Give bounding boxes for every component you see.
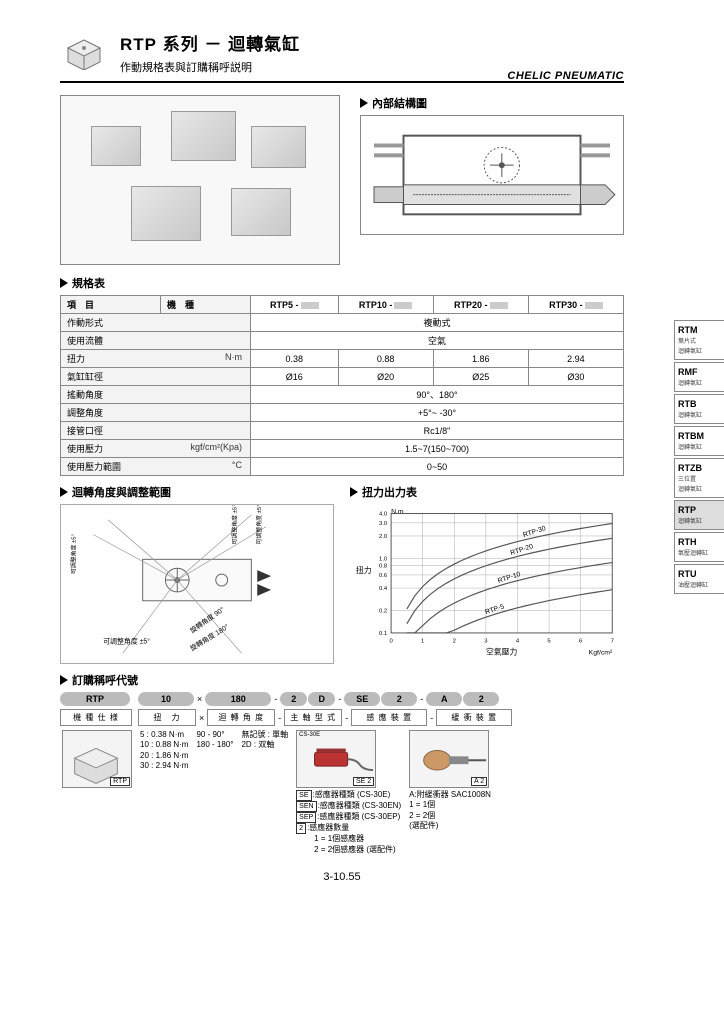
svg-text:1: 1 <box>421 639 424 645</box>
model-image: RTP <box>62 730 132 788</box>
order-labels: 機 種 仕 様 扭 力×迴 轉 角 度-主 軸 型 式-感 應 裝 置-緩 衝 … <box>60 709 624 726</box>
svg-text:6: 6 <box>579 639 582 645</box>
buffer-image: A 2 <box>409 730 489 788</box>
tab-rmf[interactable]: RMF迴轉氣缸 <box>674 362 724 392</box>
tab-rtu[interactable]: RTU油壓迴轉缸 <box>674 564 724 594</box>
svg-text:2: 2 <box>453 639 456 645</box>
svg-text:可調整角度 ±5°: 可調整角度 ±5° <box>255 505 263 545</box>
sensor-image: CS-30E SE 2 <box>296 730 376 788</box>
svg-text:4.0: 4.0 <box>379 512 388 518</box>
product-icon <box>60 30 110 70</box>
svg-text:0.6: 0.6 <box>379 573 387 579</box>
svg-text:扭力: 扭力 <box>356 565 372 575</box>
spec-title: 規格表 <box>60 275 624 291</box>
svg-text:0: 0 <box>389 639 393 645</box>
tab-rtzb[interactable]: RTZB三位置迴轉氣缸 <box>674 458 724 498</box>
svg-text:RTP-30: RTP-30 <box>522 525 547 539</box>
svg-text:3.0: 3.0 <box>379 521 388 527</box>
internal-structure-title: 內部結構圖 <box>360 95 624 111</box>
tab-rtbm[interactable]: RTBM迴轉氣缸 <box>674 426 724 456</box>
svg-text:N.m: N.m <box>391 509 404 516</box>
svg-text:可調整角度 ±5°: 可調整角度 ±5° <box>103 636 150 645</box>
angle-diagram: 可調整角度 ±5° 可調整角度 ±5° 可調整角度 ±5° 可調整角度 ±5° … <box>60 504 334 664</box>
svg-text:0.4: 0.4 <box>379 586 388 592</box>
svg-text:3: 3 <box>484 639 487 645</box>
tab-rtm[interactable]: RTM葉片式迴轉氣缸 <box>674 320 724 360</box>
svg-text:7: 7 <box>611 639 614 645</box>
internal-diagram <box>360 115 624 235</box>
order-title: 訂購稱呼代號 <box>60 672 624 688</box>
page-number: 3-10.55 <box>60 871 624 883</box>
svg-text:2.0: 2.0 <box>379 534 388 540</box>
svg-text:0.8: 0.8 <box>379 564 387 570</box>
side-tabs: RTM葉片式迴轉氣缸RMF迴轉氣缸RTB迴轉氣缸RTBM迴轉氣缸RTZB三位置迴… <box>674 320 724 596</box>
page-title: RTP 系列 － 迴轉氣缸 <box>120 30 300 55</box>
svg-text:4: 4 <box>516 639 520 645</box>
svg-text:可調整角度 ±5°: 可調整角度 ±5° <box>230 505 238 545</box>
svg-text:空氣壓力: 空氣壓力 <box>486 646 517 656</box>
angle-title: 迴轉角度與調整範圍 <box>60 484 334 500</box>
torque-chart: N.m 0.1 0.2 0.4 0.6 0.8 1.0 2.0 3.0 4.0 0 1 2 3 4 5 6 7 RT… <box>350 504 624 664</box>
order-detail: RTP 5 : 0.38 N·m10 : 0.88 N·m20 : 1.86 N… <box>60 730 624 855</box>
order-pills: RTP10×180-2D-SE2-A2 <box>60 692 624 706</box>
page-subtitle: 作動規格表與訂購稱呼説明 <box>120 59 300 75</box>
svg-text:1.0: 1.0 <box>379 556 388 562</box>
tab-rth[interactable]: RTH氣壓迴轉缸 <box>674 532 724 562</box>
svg-text:0.2: 0.2 <box>379 608 387 614</box>
brand-logo: CHELIC PNEUMATIC <box>507 70 624 82</box>
tab-rtp[interactable]: RTP迴轉氣缸 <box>674 500 724 530</box>
svg-text:可調整角度 ±5°: 可調整角度 ±5° <box>70 534 78 574</box>
torque-title: 扭力出力表 <box>350 484 624 500</box>
svg-text:5: 5 <box>547 639 551 645</box>
spec-table: 項 目 機 種 RTP5 - RTP10 - RTP20 - RTP30 - 作… <box>60 295 624 476</box>
product-photos <box>60 95 340 265</box>
svg-text:0.1: 0.1 <box>379 631 387 637</box>
tab-rtb[interactable]: RTB迴轉氣缸 <box>674 394 724 424</box>
svg-text:Kgf/cm²: Kgf/cm² <box>589 649 613 656</box>
